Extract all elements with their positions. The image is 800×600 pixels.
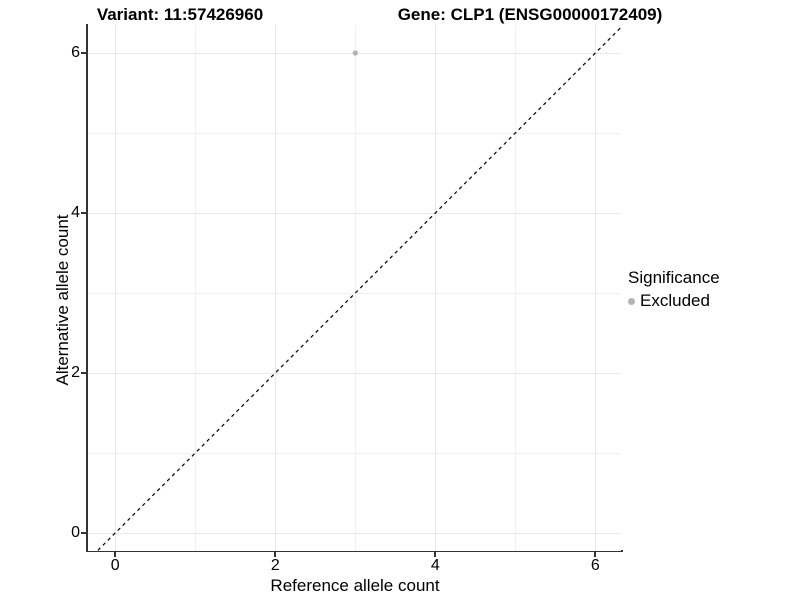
identity-reference-line [96, 26, 621, 551]
gridline-x-major [274, 25, 276, 551]
gridline-y-minor [88, 452, 621, 454]
x-tick-label: 6 [590, 557, 600, 574]
x-tick-label: 2 [270, 557, 280, 574]
gridline-x-major [434, 25, 436, 551]
x-tick-mark [114, 552, 117, 557]
y-axis-title: Alternative allele count [53, 214, 72, 386]
x-tick-mark [594, 552, 597, 557]
plot-title-variant: Variant: 11:57426960 [96, 5, 264, 24]
x-tick-mark [434, 552, 437, 557]
y-tick-label: 6 [71, 44, 80, 61]
gridline-y-minor [88, 132, 621, 134]
gridline-y-major [88, 532, 621, 534]
legend-title: Significance [628, 268, 720, 287]
y-tick-mark [81, 52, 86, 54]
gridline-y-major [88, 372, 621, 374]
y-tick-mark [81, 372, 86, 374]
y-tick-label: 0 [71, 524, 80, 541]
legend: Significance Excluded [628, 268, 720, 311]
y-tick-mark [81, 532, 86, 534]
x-tick-label: 0 [110, 557, 120, 574]
gridline-x-minor [354, 25, 356, 551]
plot-title-gene: Gene: CLP1 (ENSG00000172409) [397, 5, 663, 24]
y-tick-mark [81, 212, 86, 214]
x-tick-mark [274, 552, 277, 557]
y-tick-label: 4 [71, 204, 80, 221]
gridline-x-minor [194, 25, 196, 551]
legend-entry-excluded: Excluded [628, 291, 720, 311]
gridline-y-major [88, 212, 621, 214]
legend-entry-label: Excluded [640, 291, 710, 310]
gridline-x-major [114, 25, 116, 551]
x-axis-line [86, 550, 623, 552]
x-tick-label: 4 [430, 557, 440, 574]
plot-canvas [96, 26, 621, 551]
gridline-x-major [594, 25, 596, 551]
y-axis-line [86, 24, 88, 552]
plot-panel [88, 25, 621, 551]
x-axis-title: Reference allele count [270, 576, 440, 595]
data-point [352, 50, 358, 56]
gridline-y-minor [88, 292, 621, 294]
y-tick-label: 2 [71, 364, 80, 381]
gridline-x-minor [514, 25, 516, 551]
legend-marker-excluded-icon [628, 297, 635, 305]
